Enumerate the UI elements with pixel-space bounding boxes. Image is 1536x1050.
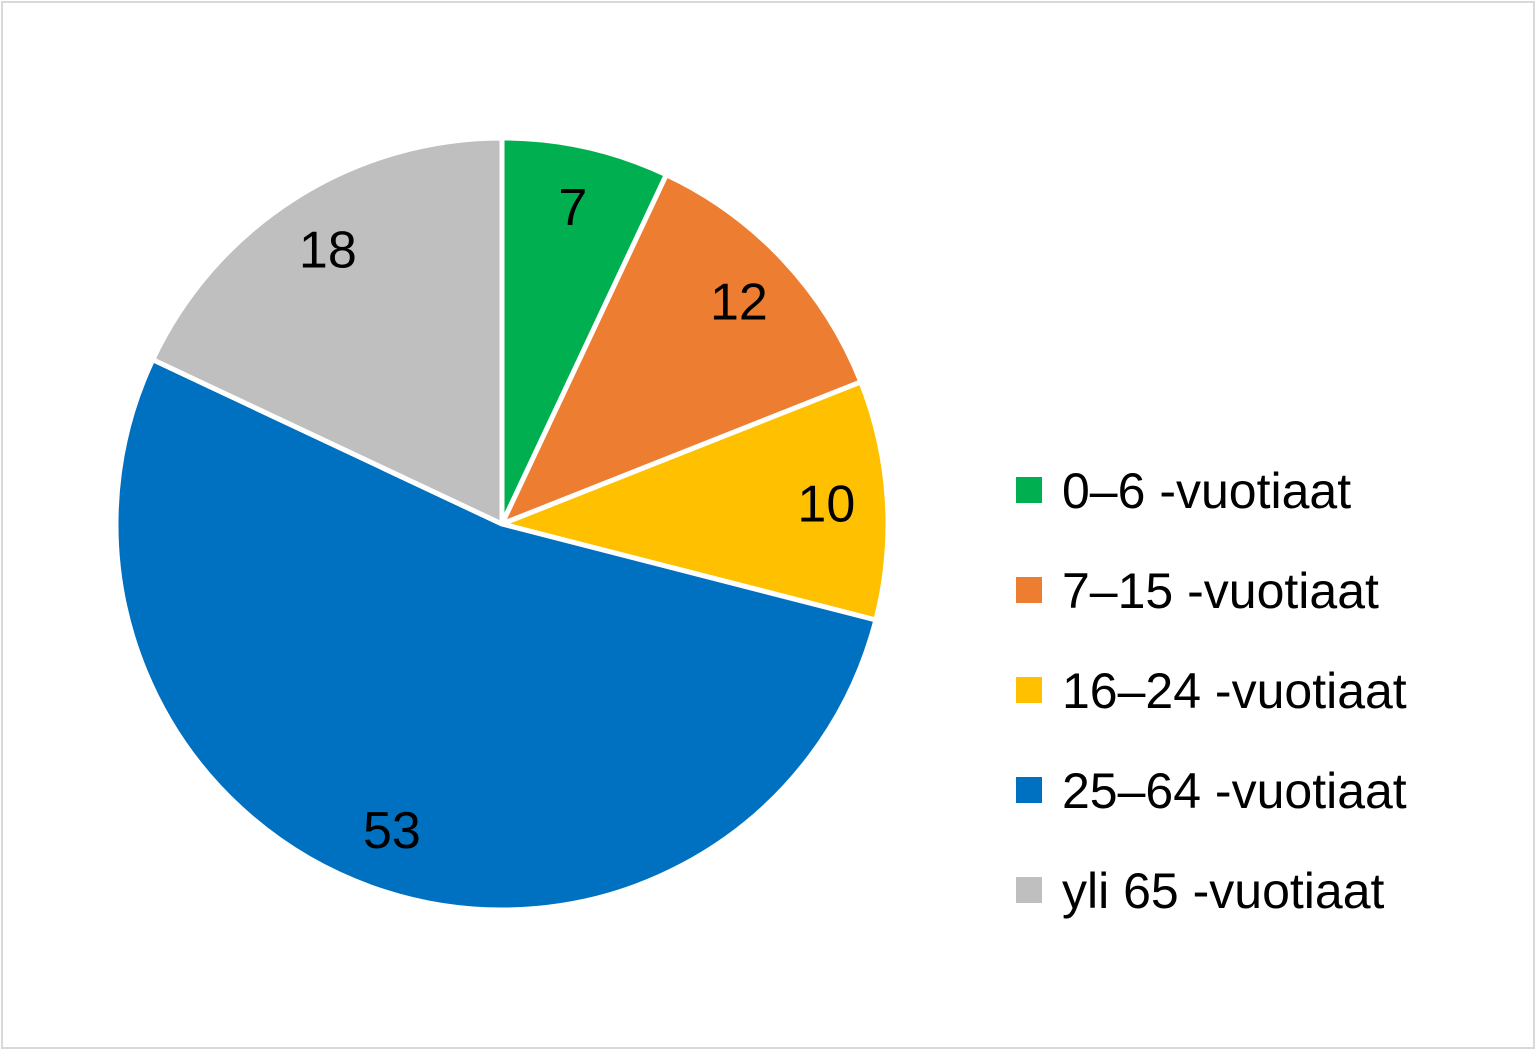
legend-swatch-5 (1016, 877, 1042, 903)
data-label-1: 7 (558, 179, 587, 237)
legend-label-4: 25–64 -vuotiaat (1062, 763, 1407, 819)
legend-label-3: 16–24 -vuotiaat (1062, 663, 1407, 719)
legend-label-5: yli 65 -vuotiaat (1062, 863, 1384, 919)
legend-swatch-4 (1016, 777, 1042, 803)
pie-slice-3 (499, 379, 891, 623)
pie-slice-2 (499, 172, 864, 527)
legend-swatch-3 (1016, 677, 1042, 703)
legend-label-2: 7–15 -vuotiaat (1062, 563, 1379, 619)
data-labels: 7 12 10 53 18 (299, 179, 855, 860)
pie-slice-5 (150, 135, 505, 527)
legend-swatch-2 (1016, 577, 1042, 603)
data-label-2: 12 (710, 274, 768, 332)
legend-label-1: 0–6 -vuotiaat (1062, 463, 1351, 519)
data-label-3: 10 (797, 476, 855, 534)
legend: 0–6 -vuotiaat 7–15 -vuotiaat 16–24 -vuotia… (1016, 463, 1407, 919)
pie-slice-4 (113, 357, 879, 913)
pie-slices (113, 135, 891, 913)
data-label-5: 18 (299, 222, 357, 280)
data-label-4: 53 (363, 802, 421, 860)
pie-slice-1 (499, 135, 669, 527)
legend-swatch-1 (1016, 477, 1042, 503)
